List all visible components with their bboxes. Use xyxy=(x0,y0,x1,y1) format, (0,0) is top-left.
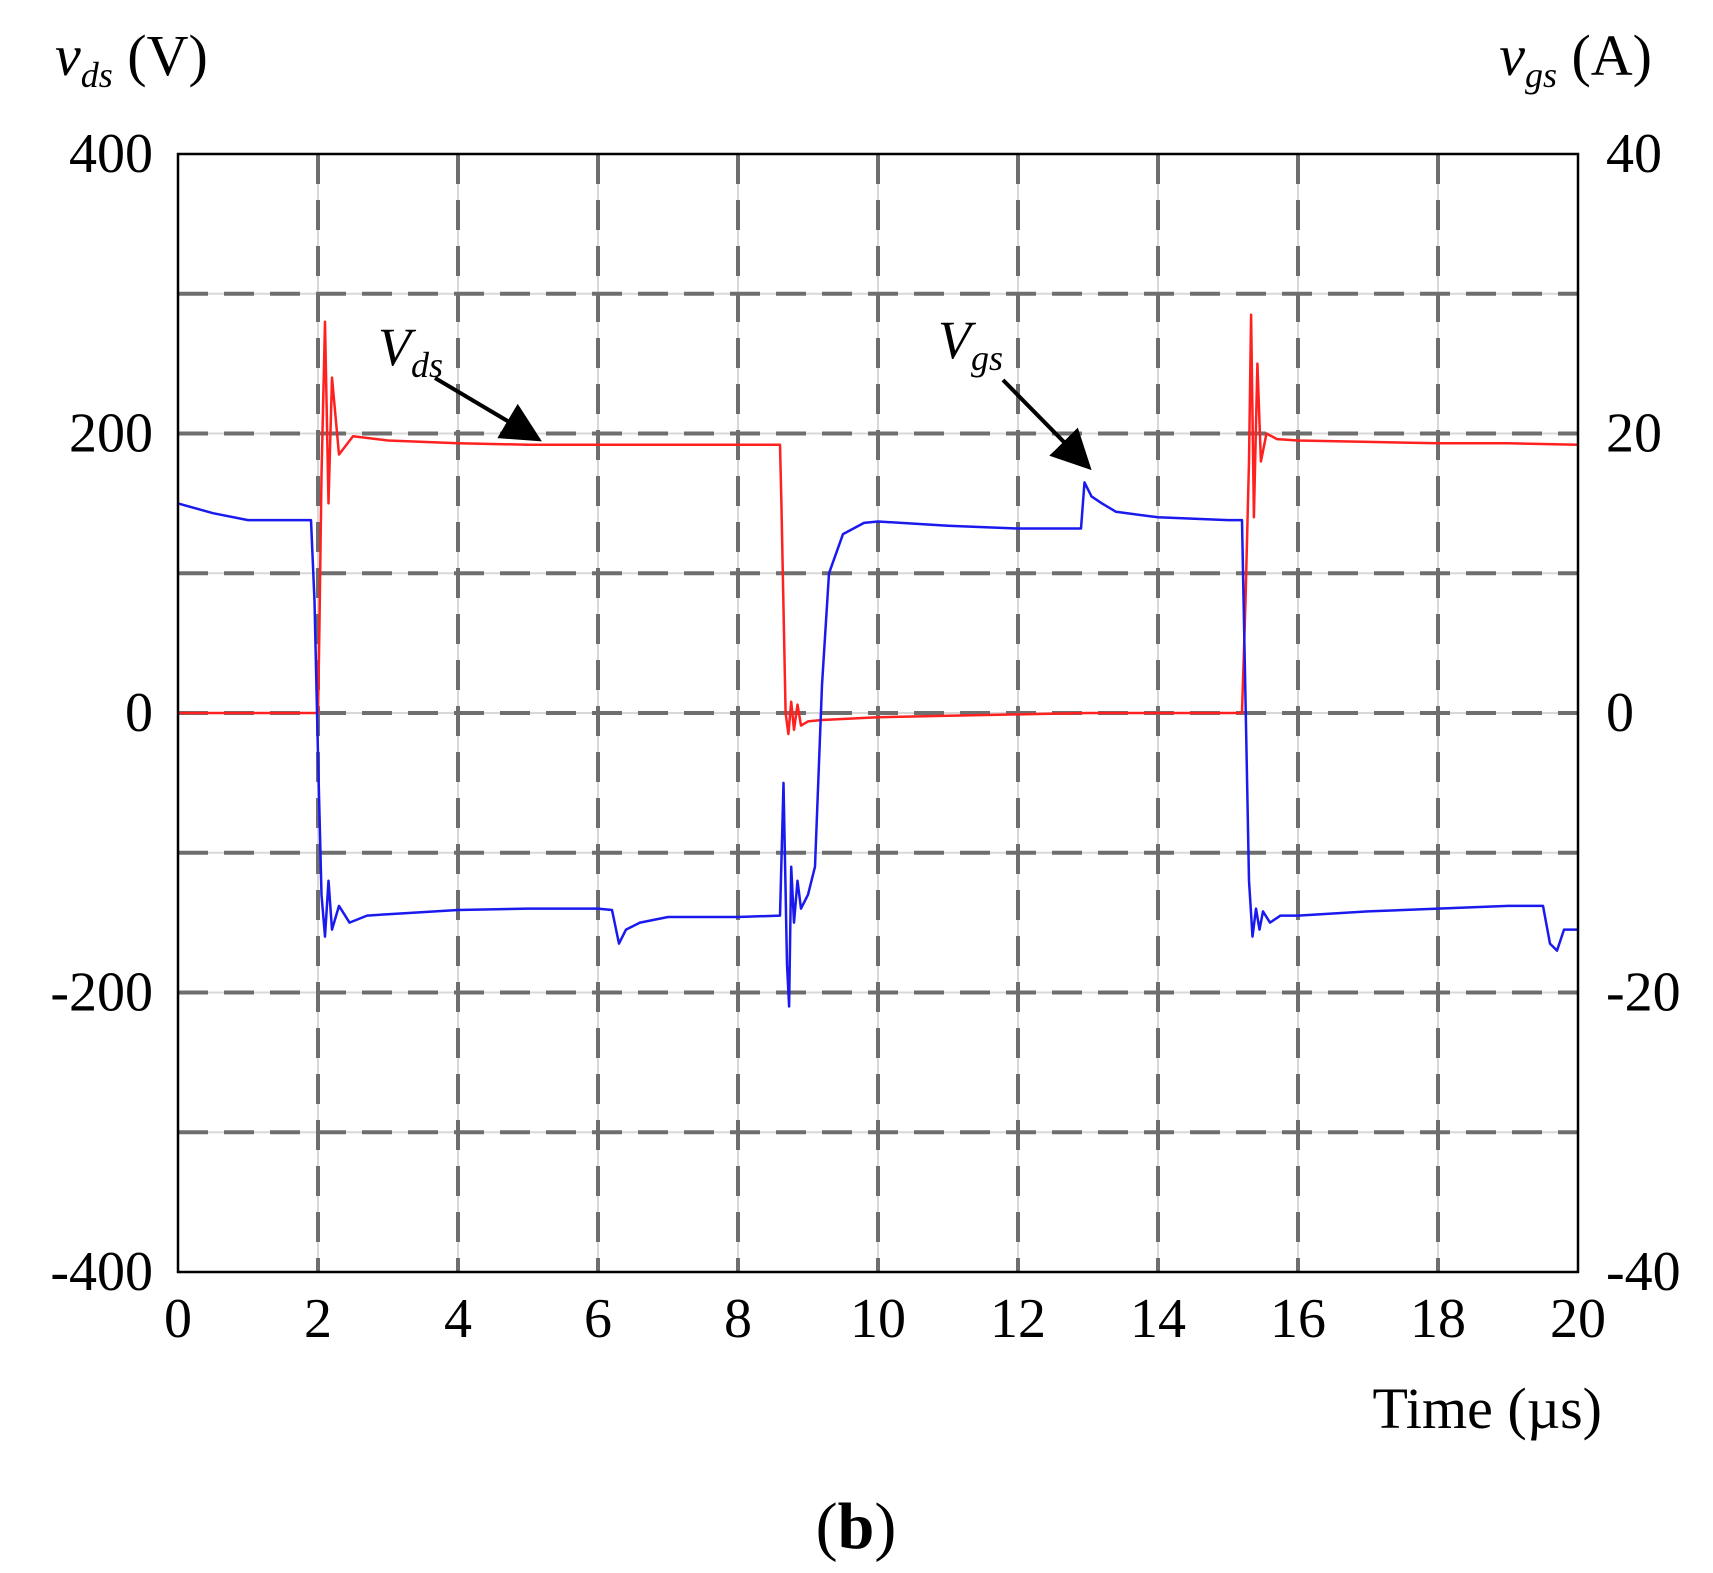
x-tick-6: 6 xyxy=(584,1288,612,1350)
series-line-vgs xyxy=(177,481,1578,1008)
annotations: Vds Vgs xyxy=(378,310,1092,471)
x-tick-0: 0 xyxy=(164,1288,192,1350)
annotation-vds-arrow xyxy=(433,376,542,442)
grid-dashed xyxy=(178,154,1578,1272)
y-left-tick-labels: -400 -200 0 200 400 xyxy=(50,123,153,1303)
annotation-vds-var: V xyxy=(378,317,417,377)
y-right-tick-0: 0 xyxy=(1606,682,1634,744)
x-tick-labels: 0 2 4 6 8 10 12 14 16 18 20 xyxy=(164,1288,1606,1350)
y-right-tick-20: 20 xyxy=(1606,403,1662,465)
caption-letter: b xyxy=(838,1490,875,1563)
y-left-tick-400: 400 xyxy=(69,123,153,185)
caption-close: ) xyxy=(874,1490,896,1563)
x-tick-4: 4 xyxy=(444,1288,472,1350)
y-right-tick-40: 40 xyxy=(1606,123,1662,185)
caption-open: ( xyxy=(816,1490,838,1563)
x-tick-18: 18 xyxy=(1410,1288,1466,1350)
y-left-tick-200: 200 xyxy=(69,403,153,465)
x-tick-16: 16 xyxy=(1270,1288,1326,1350)
right-axis-var: v xyxy=(1499,23,1525,88)
y-right-tick--20: -20 xyxy=(1606,962,1681,1024)
x-axis-title: Time (µs) xyxy=(1373,1376,1602,1441)
right-axis-sub: gs xyxy=(1525,55,1557,95)
x-tick-14: 14 xyxy=(1130,1288,1186,1350)
y-right-tick-labels: -40 -20 0 20 40 xyxy=(1606,123,1681,1303)
y-left-tick--200: -200 xyxy=(50,962,153,1024)
series-layer xyxy=(177,313,1579,1008)
y-left-tick--400: -400 xyxy=(50,1241,153,1303)
x-tick-2: 2 xyxy=(304,1288,332,1350)
left-axis-title: vds (V) xyxy=(55,23,208,95)
left-axis-sub: ds xyxy=(81,55,113,95)
figure-caption: (b) xyxy=(816,1490,897,1563)
annotation-vgs-var: V xyxy=(938,310,977,370)
x-tick-20: 20 xyxy=(1550,1288,1606,1350)
x-tick-12: 12 xyxy=(990,1288,1046,1350)
series-line-vds xyxy=(178,313,1579,736)
left-axis-var: v xyxy=(55,23,81,88)
right-axis-title: vgs (A) xyxy=(1499,23,1652,95)
right-axis-unit: (A) xyxy=(1557,23,1652,88)
left-axis-unit: (V) xyxy=(113,23,208,88)
y-left-tick-0: 0 xyxy=(125,682,153,744)
annotation-vgs-sub: gs xyxy=(971,338,1003,378)
x-tick-10: 10 xyxy=(850,1288,906,1350)
annotation-vgs-arrow xyxy=(1001,378,1092,471)
annotation-vds-label: Vds xyxy=(378,317,443,385)
plot-frame xyxy=(176,152,1580,1274)
y-right-tick--40: -40 xyxy=(1606,1241,1681,1303)
annotation-vgs-label: Vgs xyxy=(938,310,1003,378)
x-tick-8: 8 xyxy=(724,1288,752,1350)
